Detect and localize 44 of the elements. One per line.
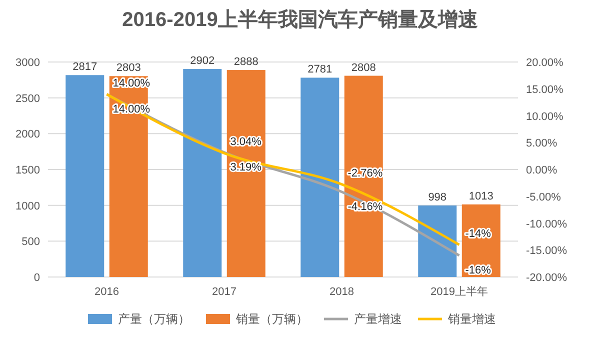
y2-tick-label: -5.00% — [526, 191, 562, 204]
bar — [418, 205, 457, 277]
legend-label: 产量增速 — [354, 312, 402, 326]
bar — [300, 78, 340, 277]
x-tick-label: 2019上半年 — [430, 285, 488, 298]
data-label: 1013 — [468, 190, 494, 202]
y2-tick-label: 0.00% — [526, 164, 558, 176]
bar — [183, 69, 222, 277]
data-label: 2808 — [351, 62, 376, 74]
y-tick-label: 1000 — [16, 200, 40, 212]
data-label: 2902 — [190, 55, 215, 68]
y2-tick-label: 15.00% — [526, 84, 564, 96]
data-label: 2817 — [72, 61, 98, 74]
y-tick-label: 2500 — [16, 92, 40, 105]
x-tick-label: 2018 — [330, 286, 354, 298]
data-label: 3.04% — [230, 136, 262, 148]
data-label: 998 — [428, 191, 447, 204]
data-label: -14% — [465, 228, 492, 240]
bar — [109, 76, 148, 277]
data-label: 2803 — [116, 62, 141, 74]
legend-label: 产量（万辆） — [118, 312, 190, 326]
legend-label: 销量增速 — [447, 312, 496, 326]
data-label: 3.19% — [230, 161, 262, 174]
data-label: 2781 — [308, 64, 332, 76]
y2-tick-label: 20.00% — [526, 57, 564, 69]
y2-tick-label: -10.00% — [526, 218, 568, 230]
bar — [226, 70, 266, 277]
x-tick-label: 2017 — [212, 286, 236, 298]
y2-tick-label: -15.00% — [526, 245, 568, 258]
data-label: -2.76% — [348, 167, 383, 180]
data-label: 2888 — [234, 56, 258, 68]
y2-tick-label: -20.00% — [526, 272, 568, 284]
y-tick-label: 500 — [22, 236, 40, 248]
x-tick-label: 2016 — [94, 286, 119, 298]
y2-tick-label: 5.00% — [526, 138, 558, 150]
bar — [66, 75, 104, 277]
y2-tick-label: 10.00% — [526, 110, 564, 123]
chart-title: 2016-2019上半年我国汽车产销量及增速 — [122, 8, 478, 31]
y-tick-label: 0 — [34, 272, 40, 284]
y-tick-label: 3000 — [16, 57, 40, 69]
data-label: -16% — [465, 264, 492, 276]
legend-label: 销量（万辆） — [235, 312, 308, 326]
y-tick-label: 2000 — [16, 128, 40, 141]
y-tick-label: 1500 — [16, 164, 40, 176]
